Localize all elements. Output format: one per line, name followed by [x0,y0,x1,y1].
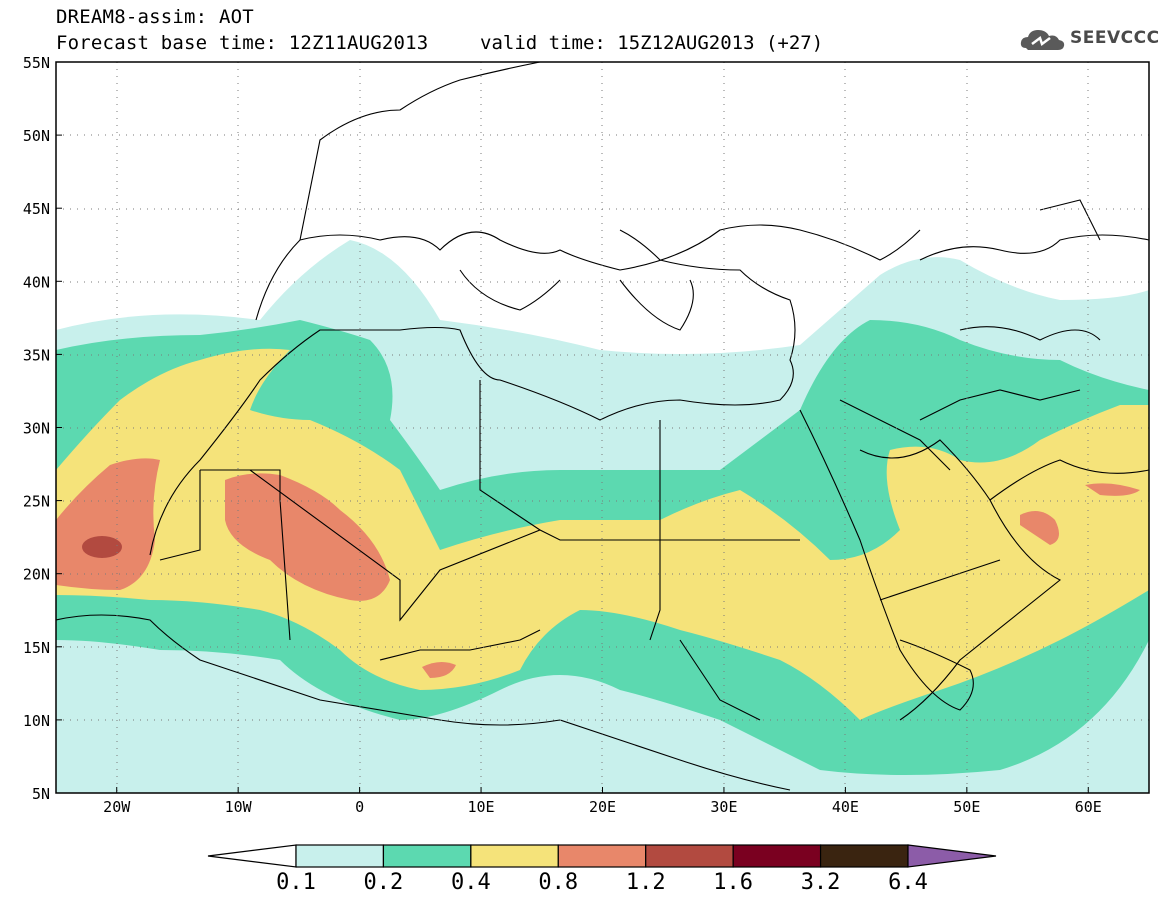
lat-label: 30N [23,420,50,438]
aot-0.8-band [56,458,160,590]
colorbar-label: 1.6 [713,870,754,895]
lon-label: 20W [103,798,131,816]
aot-field [56,62,1149,793]
coastlines [56,62,1149,791]
aot-1.2-band [82,536,122,558]
colorbar-high-arrow [907,844,997,868]
lon-label: 40E [832,798,859,816]
lon-label: 50E [953,798,980,816]
aot-0.4-band [56,348,1149,720]
colorbar-low-arrow [207,844,297,868]
lat-axis: 55N 50N 45N 40N 35N 30N 25N 20N 15N 10N 5N [23,54,62,803]
lat-label: 50N [23,127,50,145]
colorbar-segment [557,844,647,868]
map-title: DREAM8-assim: AOT [56,6,254,28]
aot-0.8-band [422,661,456,678]
lat-label: 55N [23,54,50,72]
colorbar-label: 0.1 [276,870,316,895]
colorbar-label: 1.2 [625,870,666,895]
lat-label: 25N [23,493,50,511]
map-grid [56,62,1149,793]
lon-label: 10W [225,798,253,816]
lat-label: 15N [23,639,50,657]
colorbar-label: 0.8 [538,870,579,895]
aot-0.8-band [1085,483,1140,496]
colorbar-segment [732,844,822,868]
lon-label: 0 [355,798,364,816]
forecast-base-time: Forecast base time: 12Z11AUG2013 [56,32,429,54]
lon-label: 10E [468,798,495,816]
lon-label: 60E [1075,798,1102,816]
aot-0.8-band [225,473,390,601]
lon-axis: 20W 10W 0 10E 20E 30E 40E 50E 60E [103,787,1102,816]
lat-label: 35N [23,346,50,364]
cloud-icon [1020,30,1065,50]
colorbar-label: 0.2 [363,870,404,895]
lat-label: 10N [23,712,50,730]
colorbar-label: 0.4 [450,870,491,895]
lat-label: 45N [23,200,50,218]
lat-label: 5N [32,785,50,803]
lat-label: 40N [23,273,50,291]
seevccc-logo: SEEVCCC [1018,22,1160,58]
valid-time: valid time: 15Z12AUG2013 (+27) [480,32,824,54]
colorbar-label: 3.2 [800,870,841,895]
lon-label: 30E [710,798,737,816]
colorbar-segment [819,844,909,868]
colorbar-segment [645,844,734,868]
logo-text: SEEVCCC [1070,28,1160,48]
colorbar-label: 6.4 [888,870,928,895]
colorbar-segment [382,844,472,868]
aot-0.8-band [1020,511,1059,545]
lat-label: 20N [23,566,50,584]
colorbar-segment [295,844,385,868]
colorbar-segment [470,844,559,868]
lon-label: 20E [589,798,616,816]
